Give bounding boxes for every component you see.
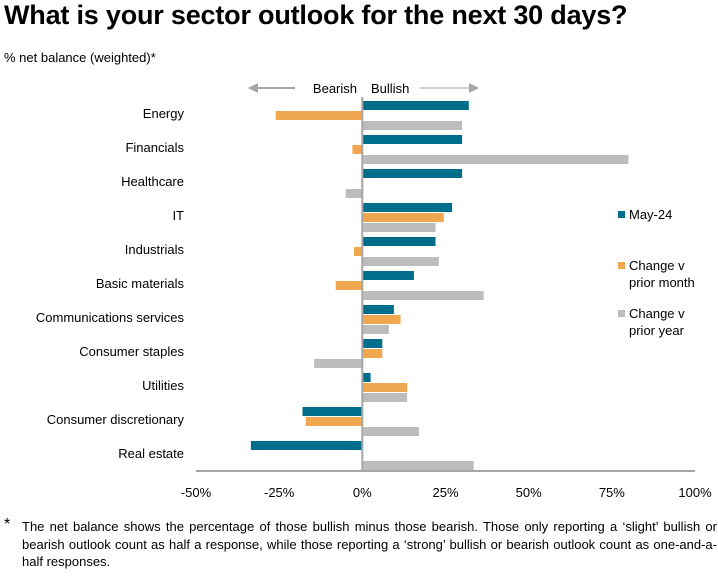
legend-swatch bbox=[618, 310, 625, 317]
legend-label-line: Change v bbox=[629, 258, 685, 273]
category-label: Energy bbox=[143, 106, 185, 121]
category-label: Basic materials bbox=[96, 276, 185, 291]
category-label: Communications services bbox=[36, 310, 185, 325]
bar-may24 bbox=[362, 339, 383, 348]
legend-swatch bbox=[618, 211, 625, 218]
bar-change_month bbox=[362, 315, 401, 324]
bar-may24 bbox=[362, 203, 453, 212]
bar-may24 bbox=[302, 407, 363, 416]
bar-may24 bbox=[362, 237, 436, 246]
footnote-text: The net balance shows the percentage of … bbox=[22, 519, 717, 569]
category-label: Consumer staples bbox=[79, 344, 184, 359]
category-label: Healthcare bbox=[121, 174, 184, 189]
category-label: Industrials bbox=[125, 242, 185, 257]
legend-label-line: May-24 bbox=[629, 207, 673, 222]
direction-indicator: Bearish Bullish bbox=[248, 81, 479, 96]
chart-subtitle: % net balance (weighted)* bbox=[4, 50, 156, 65]
bar-may24 bbox=[362, 271, 414, 280]
x-tick-label: 100% bbox=[678, 485, 712, 500]
bar-change_month bbox=[362, 383, 408, 392]
bar-may24 bbox=[250, 441, 363, 450]
bearish-label: Bearish bbox=[313, 81, 357, 96]
legend-item-change_month: Change v prior month bbox=[618, 257, 709, 291]
legend-label-line: prior year bbox=[629, 323, 684, 338]
bar-change_month bbox=[305, 417, 363, 426]
legend-label-line: prior month bbox=[629, 275, 695, 290]
bar-may24 bbox=[362, 135, 463, 144]
bar-change_month bbox=[352, 145, 363, 154]
x-tick-label: -25% bbox=[264, 485, 295, 500]
category-label: Consumer discretionary bbox=[47, 412, 185, 427]
category-label: Real estate bbox=[118, 446, 184, 461]
bar-change_year bbox=[362, 427, 419, 436]
category-label: Financials bbox=[125, 140, 184, 155]
bar-may24 bbox=[362, 169, 463, 178]
bar-change_year bbox=[362, 393, 408, 402]
bar-change_month bbox=[354, 247, 363, 256]
bar-change_year bbox=[345, 189, 363, 198]
bearish-arrow-head bbox=[248, 83, 258, 93]
bar-change_year bbox=[362, 223, 436, 232]
legend-item-may24: May-24 bbox=[618, 206, 709, 223]
bullish-arrow-head bbox=[469, 83, 479, 93]
x-tick-label: 50% bbox=[516, 485, 542, 500]
bar-may24 bbox=[362, 101, 469, 110]
category-label: IT bbox=[172, 208, 184, 223]
legend-swatch bbox=[618, 262, 625, 269]
bar-change_year bbox=[362, 155, 629, 164]
x-tick-label: 0% bbox=[353, 485, 372, 500]
bar-change_year bbox=[362, 121, 463, 130]
bar-change_month bbox=[335, 281, 363, 290]
bar-may24 bbox=[362, 305, 394, 314]
bar-change_year bbox=[362, 257, 439, 266]
bar-may24 bbox=[362, 373, 371, 382]
legend-label: Change v prior year bbox=[629, 305, 709, 339]
bar-change_year bbox=[362, 291, 484, 300]
bar-change_month bbox=[362, 349, 383, 358]
bar-change_year bbox=[314, 359, 363, 368]
bar-change_year bbox=[362, 461, 474, 470]
bar-change_month bbox=[275, 111, 363, 120]
legend-label: May-24 bbox=[629, 206, 709, 223]
bullish-label: Bullish bbox=[371, 81, 409, 96]
legend-label-line: Change v bbox=[629, 306, 685, 321]
x-tick-label: 75% bbox=[599, 485, 625, 500]
legend-label: Change v prior month bbox=[629, 257, 709, 291]
legend-item-change_year: Change v prior year bbox=[618, 305, 709, 339]
bar-change_month bbox=[362, 213, 444, 222]
x-tick-label: -50% bbox=[181, 485, 212, 500]
bar-change_year bbox=[362, 325, 389, 334]
footnote-marker: * bbox=[4, 516, 11, 533]
x-tick-label: 25% bbox=[432, 485, 458, 500]
chart-title: What is your sector outlook for the next… bbox=[4, 0, 628, 30]
category-label: Utilities bbox=[142, 378, 184, 393]
